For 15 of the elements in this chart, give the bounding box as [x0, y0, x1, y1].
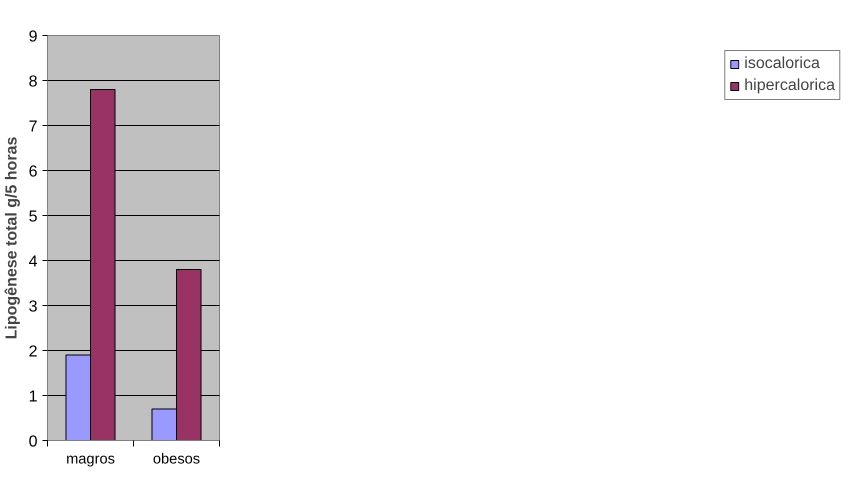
y-tick-label: 4 — [28, 254, 38, 270]
x-tick-label: obesos — [152, 452, 200, 468]
x-tick-label: magros — [66, 452, 115, 468]
y-tick-label: 5 — [28, 208, 38, 226]
legend-label: hipercalorica — [744, 77, 835, 95]
y-tick-label: 1 — [28, 388, 38, 406]
y-tick-label: 3 — [28, 298, 38, 316]
y-tick-label: 9 — [28, 28, 38, 46]
y-tick-label: 8 — [28, 74, 38, 90]
legend-label: isocalorica — [744, 55, 820, 73]
y-axis-title: Lipogênese total g/5 horas — [4, 136, 21, 340]
y-tick-label: 6 — [28, 164, 38, 180]
y-tick-label: 2 — [28, 344, 38, 360]
y-tick-label: 0 — [28, 434, 38, 450]
y-tick-label: 7 — [28, 118, 38, 136]
